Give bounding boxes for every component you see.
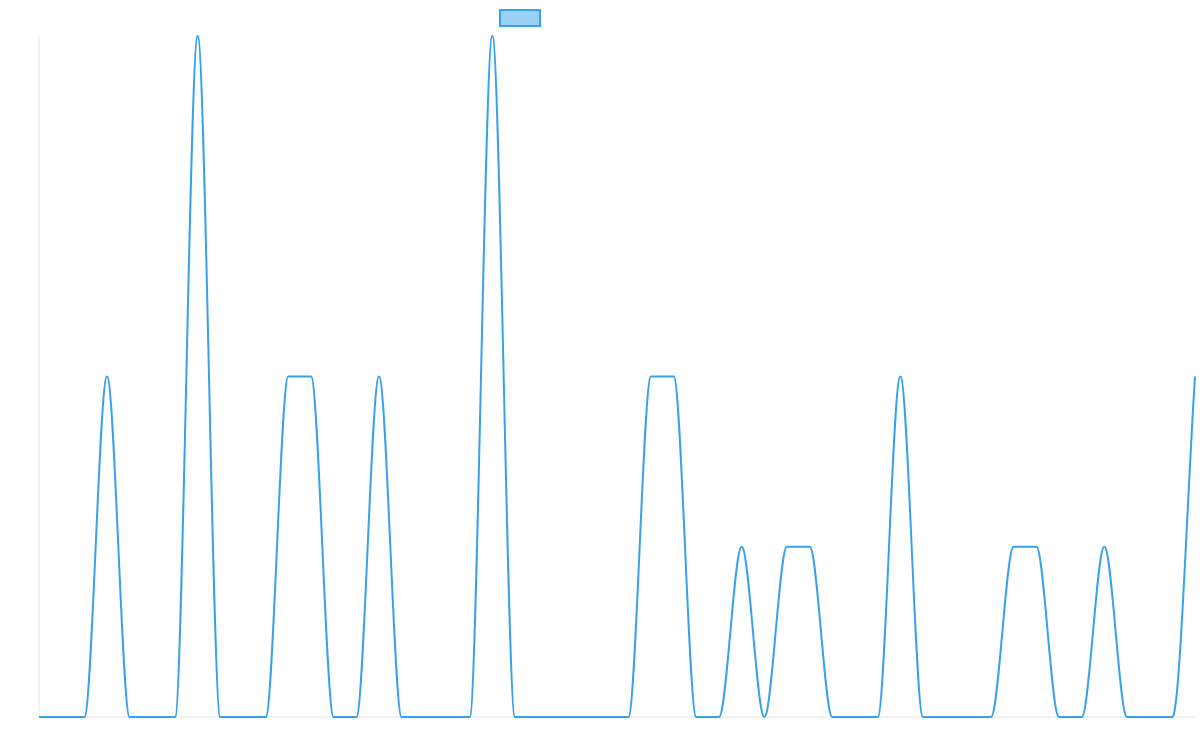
data-point[interactable] <box>421 714 427 720</box>
data-point[interactable] <box>603 714 609 720</box>
data-point[interactable] <box>897 374 903 380</box>
series-line-0 <box>38 35 1196 719</box>
data-point[interactable] <box>285 374 291 380</box>
data-point[interactable] <box>217 714 223 720</box>
data-point[interactable] <box>467 714 473 720</box>
data-point[interactable] <box>625 714 631 720</box>
data-point[interactable] <box>965 714 971 720</box>
data-point[interactable] <box>149 714 155 720</box>
data-point[interactable] <box>875 714 881 720</box>
data-point[interactable] <box>1169 714 1175 720</box>
data-point[interactable] <box>489 33 495 39</box>
data-point[interactable] <box>784 544 790 550</box>
data-point[interactable] <box>1147 714 1153 720</box>
data-point[interactable] <box>1033 544 1039 550</box>
data-point[interactable] <box>263 714 269 720</box>
data-point[interactable] <box>920 714 926 720</box>
data-point[interactable] <box>104 374 110 380</box>
data-point[interactable] <box>943 714 949 720</box>
data-point[interactable] <box>81 714 87 720</box>
data-point[interactable] <box>1192 374 1198 380</box>
data-point[interactable] <box>331 714 337 720</box>
data-point[interactable] <box>988 714 994 720</box>
data-point[interactable] <box>512 714 518 720</box>
data-point[interactable] <box>376 374 382 380</box>
data-point[interactable] <box>240 714 246 720</box>
data-point[interactable] <box>172 714 178 720</box>
data-point[interactable] <box>716 714 722 720</box>
data-point[interactable] <box>761 714 767 720</box>
data-point[interactable] <box>308 374 314 380</box>
data-point[interactable] <box>739 544 745 550</box>
data-point[interactable] <box>353 714 359 720</box>
data-point[interactable] <box>1079 714 1085 720</box>
data-point[interactable] <box>648 374 654 380</box>
data-point[interactable] <box>557 714 563 720</box>
data-point[interactable] <box>59 714 65 720</box>
data-point[interactable] <box>399 714 405 720</box>
data-point[interactable] <box>195 33 201 39</box>
data-point[interactable] <box>580 714 586 720</box>
data-point[interactable] <box>36 714 42 720</box>
data-point[interactable] <box>671 374 677 380</box>
data-point[interactable] <box>1056 714 1062 720</box>
data-point[interactable] <box>1124 714 1130 720</box>
data-point[interactable] <box>535 714 541 720</box>
legend-swatch[interactable] <box>499 9 541 27</box>
data-point[interactable] <box>693 714 699 720</box>
data-point[interactable] <box>807 544 813 550</box>
data-point[interactable] <box>852 714 858 720</box>
data-point[interactable] <box>829 714 835 720</box>
data-point[interactable] <box>127 714 133 720</box>
data-point[interactable] <box>1101 544 1107 550</box>
data-point[interactable] <box>444 714 450 720</box>
data-point[interactable] <box>1011 544 1017 550</box>
series-layer <box>36 33 1198 720</box>
